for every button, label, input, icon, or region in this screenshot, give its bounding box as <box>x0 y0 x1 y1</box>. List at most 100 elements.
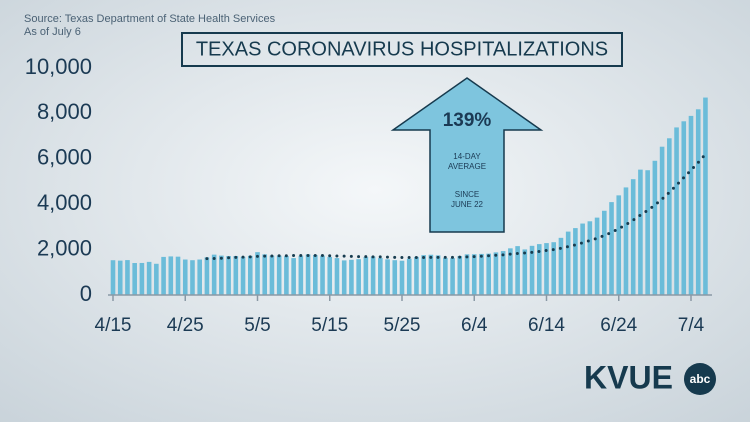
bar <box>298 255 304 295</box>
bar <box>132 263 137 295</box>
bar <box>695 109 701 296</box>
bar <box>450 258 455 295</box>
bar <box>508 248 513 295</box>
bar <box>392 260 398 295</box>
bar <box>587 221 593 295</box>
bar <box>493 252 499 295</box>
plot: 0 2,000 4,000 6,000 8,000 10,000 4/15 4/25 5/5 5/… <box>25 54 712 336</box>
bar <box>276 255 282 295</box>
bar <box>247 255 253 295</box>
bar <box>146 261 152 295</box>
bar <box>197 259 202 295</box>
bar <box>688 115 694 295</box>
bar <box>284 256 289 295</box>
bar <box>233 255 239 295</box>
bar <box>674 127 679 296</box>
bar <box>594 217 600 295</box>
bar <box>652 160 658 295</box>
average-line <box>205 152 707 261</box>
bar <box>182 259 188 295</box>
arrow <box>390 77 544 233</box>
bar <box>630 179 636 295</box>
bar <box>110 260 116 295</box>
bar <box>421 255 426 295</box>
bar <box>399 260 405 295</box>
bar <box>262 254 268 295</box>
x-tick-label: 5/5 <box>244 315 270 336</box>
bar <box>457 256 463 295</box>
bar <box>175 256 181 295</box>
bar <box>406 258 412 295</box>
logo-badge <box>684 363 716 395</box>
bar <box>255 252 260 295</box>
bar <box>385 259 390 295</box>
bar <box>341 260 347 295</box>
bar <box>334 258 340 295</box>
bar <box>139 262 145 295</box>
bar <box>479 253 484 295</box>
bar <box>125 260 130 295</box>
bar <box>667 138 672 295</box>
as-of: As of July 6 <box>24 26 81 38</box>
y-tick-label: 4,000 <box>37 190 92 215</box>
x-tick-label: 7/4 <box>678 315 705 336</box>
x-tick-label: 5/15 <box>311 315 348 336</box>
bar <box>681 121 687 296</box>
bar <box>616 195 622 295</box>
bar <box>580 223 585 295</box>
bar <box>154 263 159 295</box>
bar <box>573 228 578 295</box>
bar <box>558 237 564 295</box>
bar <box>703 97 708 296</box>
bar <box>378 258 383 295</box>
bar <box>240 256 246 295</box>
bar <box>659 146 665 295</box>
bar <box>464 254 470 295</box>
bar <box>117 260 123 295</box>
x-tick-label: 6/14 <box>528 315 565 336</box>
bar <box>305 254 311 295</box>
bar <box>219 255 224 295</box>
bar <box>190 260 195 295</box>
bar <box>291 258 296 295</box>
annotation-value: 139% <box>443 110 492 131</box>
annotation-text: SINCE <box>455 190 479 199</box>
bar <box>327 256 333 295</box>
bar <box>500 251 506 295</box>
logo: KVUE <box>584 359 673 395</box>
bar <box>435 255 441 295</box>
x-tick-label: 4/25 <box>167 315 204 336</box>
y-tick-label: 6,000 <box>37 145 92 170</box>
x-tick-label: 5/25 <box>384 315 421 336</box>
bar <box>565 231 571 295</box>
bar <box>522 249 528 295</box>
bar <box>551 242 557 295</box>
source: Source: Texas Department of State Health… <box>24 13 276 25</box>
bar <box>623 187 629 295</box>
bar <box>226 256 231 295</box>
bar <box>370 256 376 295</box>
bar <box>443 257 448 295</box>
title-box <box>181 32 623 67</box>
logo-badge-text: abc <box>690 372 711 386</box>
bar <box>363 257 369 295</box>
bar <box>269 255 275 295</box>
x-tick-label: 6/4 <box>461 315 488 336</box>
bar <box>313 255 318 295</box>
y-tick-label: 10,000 <box>25 54 92 79</box>
bar <box>536 244 542 295</box>
y-tick-label: 0 <box>80 281 92 306</box>
bar <box>356 259 361 295</box>
bar <box>204 257 210 295</box>
bar <box>486 253 491 295</box>
annotation-text: 14-DAY <box>453 152 481 161</box>
bar <box>428 254 434 295</box>
annotation-text: AVERAGE <box>448 162 486 171</box>
y-tick-label: 8,000 <box>37 99 92 124</box>
bar <box>544 243 549 295</box>
bar <box>211 254 217 295</box>
y-tick-label: 2,000 <box>37 235 92 260</box>
bar <box>609 202 614 295</box>
x-tick-label: 4/15 <box>95 315 132 336</box>
